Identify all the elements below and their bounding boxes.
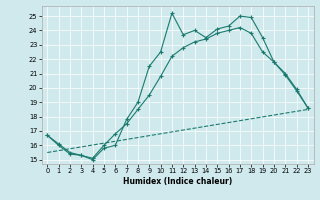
X-axis label: Humidex (Indice chaleur): Humidex (Indice chaleur) <box>123 177 232 186</box>
